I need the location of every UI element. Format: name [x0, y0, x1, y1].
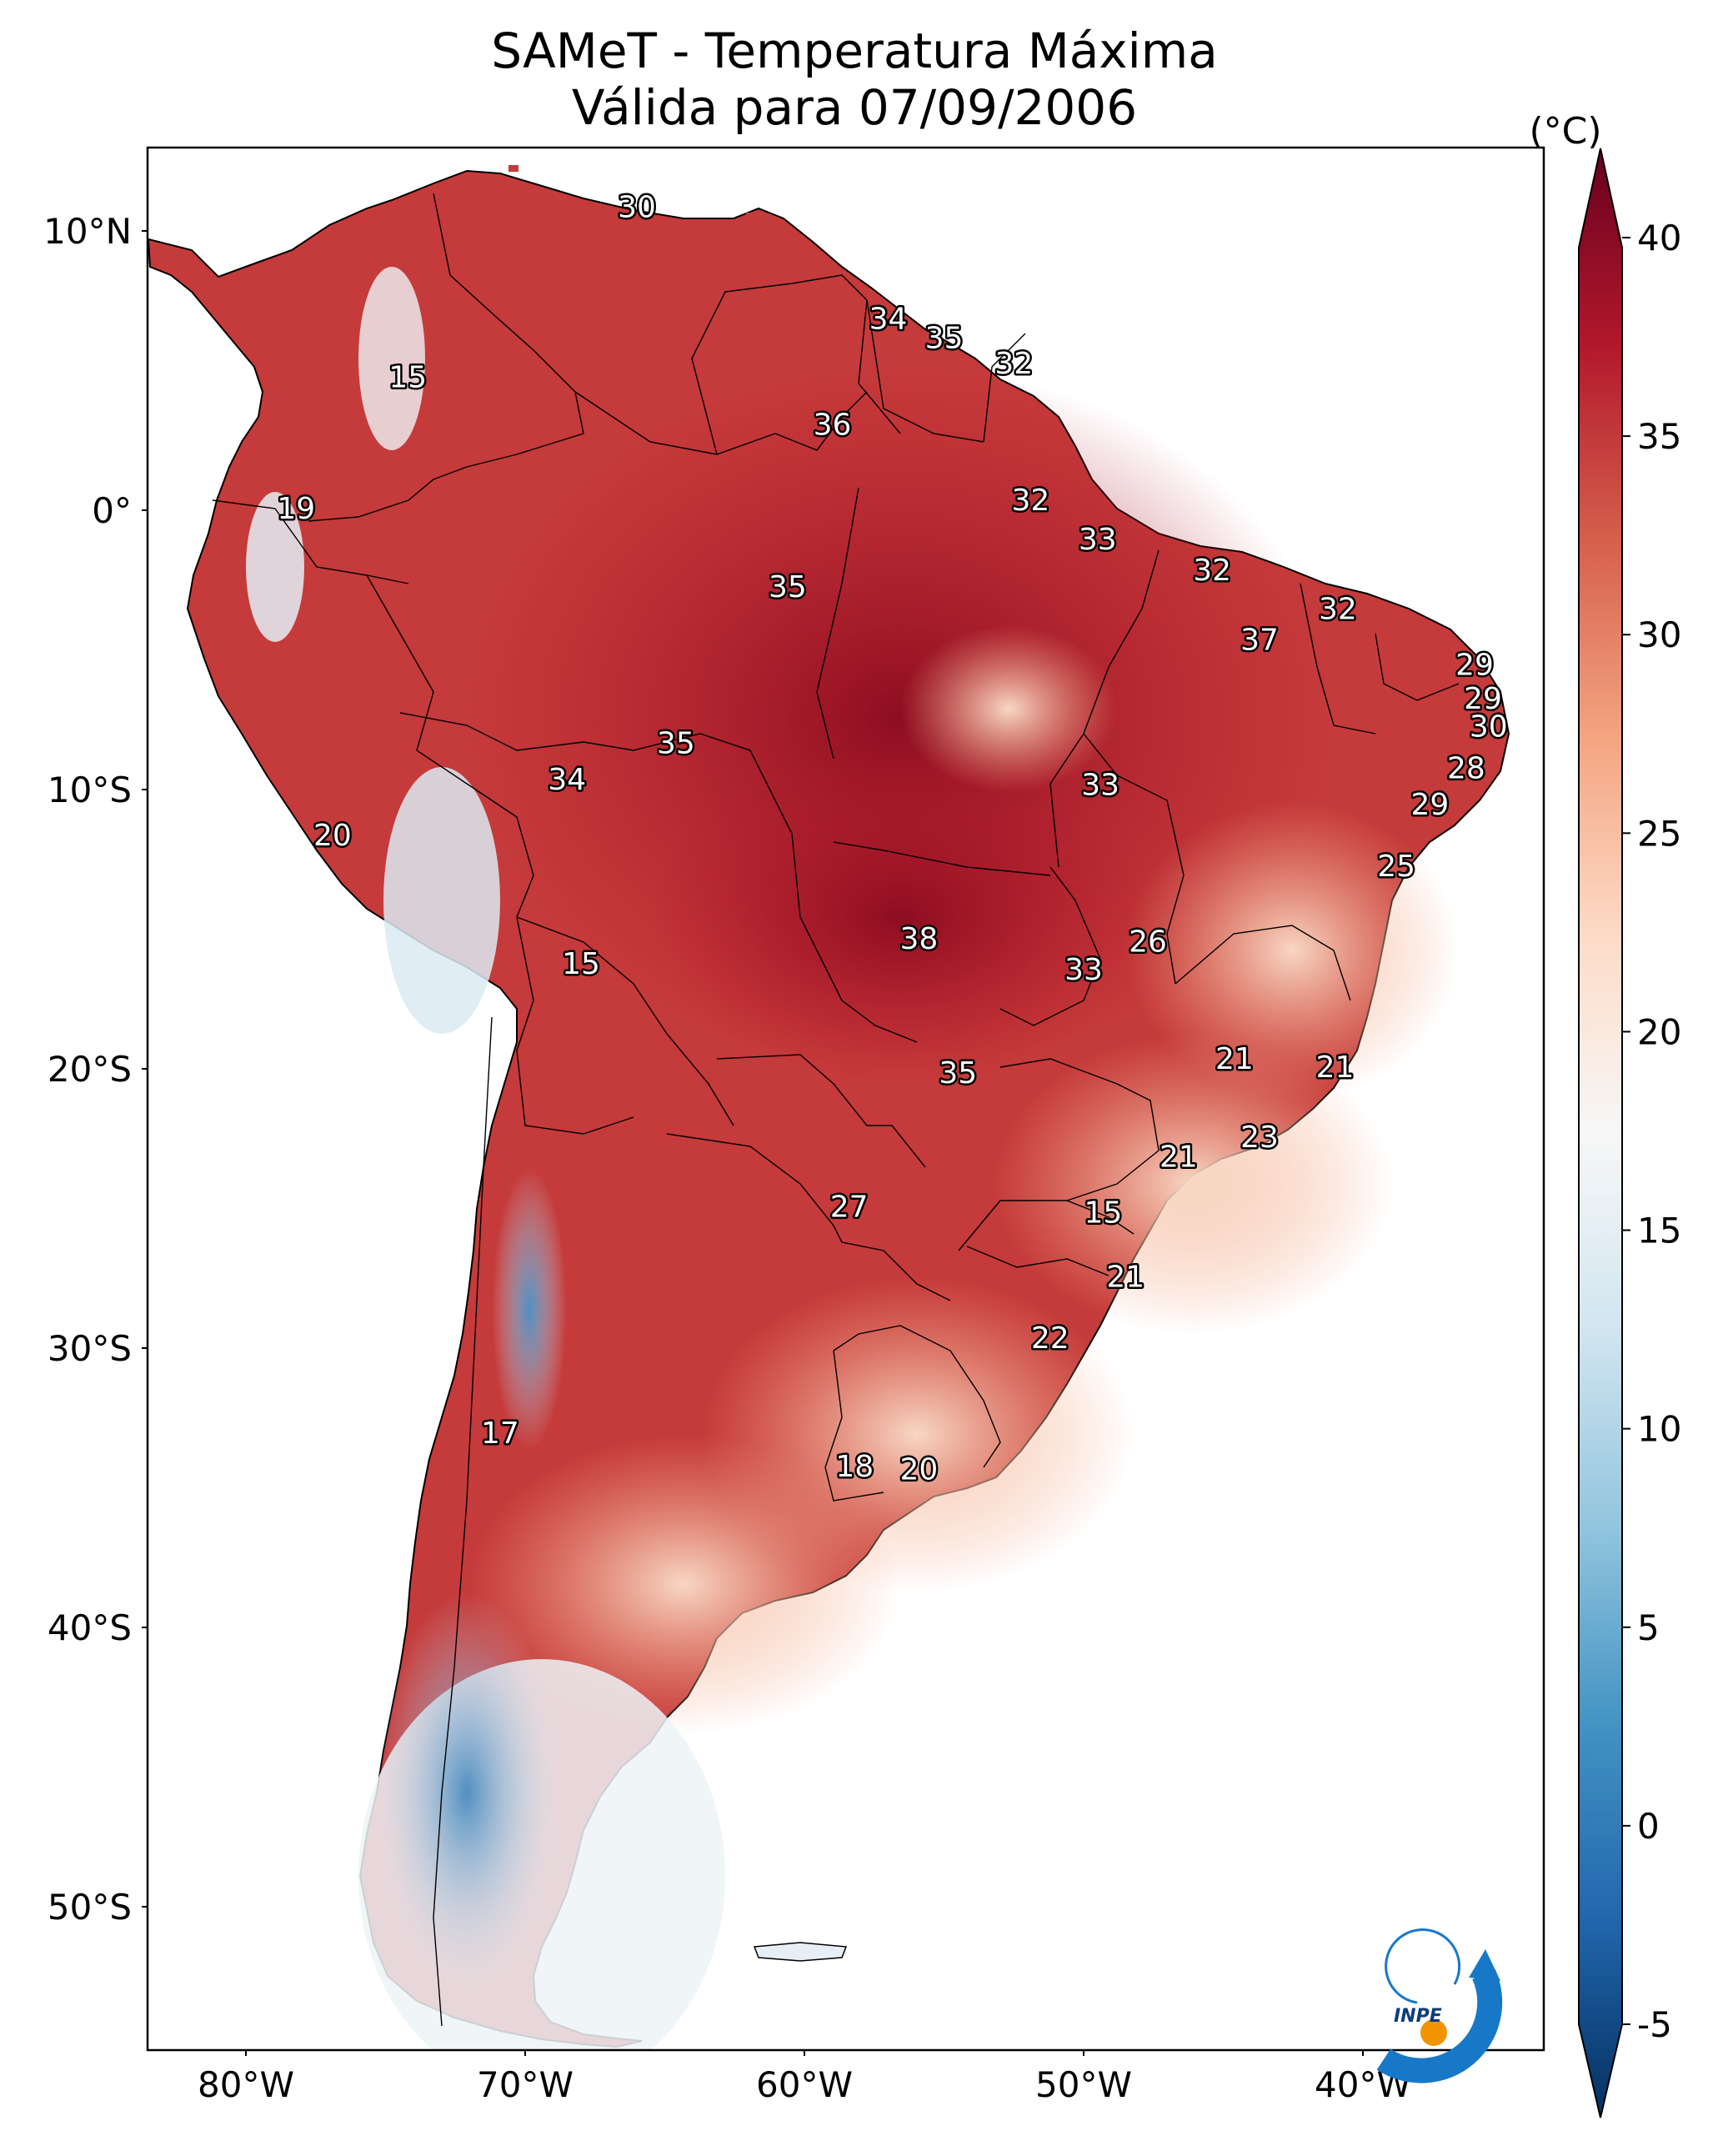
temperature-label: 19 [277, 492, 315, 526]
temperature-label: 32 [1011, 484, 1049, 518]
logo-swoosh [1376, 1968, 1503, 2083]
caribbean-island [508, 165, 518, 172]
logo-text: INPE [1394, 2006, 1442, 2027]
temperature-label: 21 [1215, 1042, 1254, 1076]
temperature-label: 36 [814, 409, 852, 443]
temperature-label: 21 [1106, 1260, 1144, 1294]
temperature-label: 33 [1064, 953, 1103, 987]
temperature-label: 21 [1160, 1140, 1198, 1174]
lat-label: 50°S [48, 1887, 132, 1928]
temperature-label: 22 [1031, 1321, 1069, 1356]
lat-label: 10°N [43, 211, 132, 252]
lat-label: 40°S [48, 1607, 132, 1648]
temperature-label: 35 [657, 726, 695, 760]
temperature-label: 27 [830, 1191, 869, 1225]
temperature-label: 35 [925, 322, 964, 356]
lon-label: 60°W [756, 2064, 853, 2105]
temperature-label: 33 [1079, 523, 1117, 557]
temperature-label: 29 [1464, 682, 1502, 716]
country-borders [212, 193, 1460, 2027]
temperature-label: 32 [1319, 593, 1357, 627]
temperature-label: 17 [481, 1416, 519, 1451]
temperature-label: 33 [1081, 769, 1119, 803]
temperature-label: 21 [1316, 1050, 1355, 1085]
temperature-label: 29 [1410, 788, 1449, 822]
temperature-label: 32 [1193, 554, 1231, 588]
temperature-label: 34 [869, 302, 908, 336]
lat-label: 10°S [48, 770, 132, 810]
warm-patch-pampas [467, 1434, 900, 1734]
temperature-label: 28 [1447, 752, 1485, 786]
map-frame [146, 146, 1545, 2052]
temperature-label: 20 [899, 1452, 938, 1487]
temperature-label: 35 [769, 570, 807, 604]
cool-peru-andes [383, 767, 500, 1034]
temperature-label: 37 [1240, 624, 1279, 658]
trinidad-island [746, 213, 764, 224]
longitude-axis: 80°W 70°W 60°W 50°W 40°W [198, 2050, 1411, 2105]
logo-arrow [1469, 1949, 1500, 1981]
colorbar-ticks: 40 35 30 25 20 15 10 5 0 -5 [1622, 218, 1681, 2045]
temperature-label: 15 [388, 361, 427, 395]
cold-central-andes [492, 1167, 567, 1451]
colorbar-tick-label: 10 [1637, 1409, 1681, 1450]
colorbar-tick-label: 30 [1637, 614, 1681, 655]
temperature-label: 26 [1129, 925, 1167, 959]
temperature-label: 29 [1455, 649, 1494, 683]
colorbar-tick-label: 5 [1637, 1607, 1660, 1648]
cool-colombia-andes [358, 267, 425, 450]
colorbar-tick-label: 0 [1637, 1806, 1660, 1847]
colorbar-tick-label: 40 [1637, 218, 1681, 258]
map-title: SAMeT - Temperatura Máxima [491, 23, 1218, 79]
colorbar: (°C) 40 35 30 25 20 15 10 5 0 -5 [1529, 110, 1681, 2118]
map-subtitle: Válida para 07/09/2006 [571, 79, 1138, 136]
colorbar-tick-label: 20 [1637, 1011, 1681, 1052]
temperature-label: 15 [1084, 1196, 1123, 1230]
warm-patch-southeast [992, 1034, 1392, 1334]
colorbar-tick-label: -5 [1637, 2004, 1672, 2045]
temperature-label: 20 [313, 819, 352, 853]
colorbar-bar [1578, 148, 1623, 2118]
lat-label: 0° [92, 490, 132, 531]
temperature-label: 25 [1377, 850, 1415, 884]
lat-label: 20°S [48, 1049, 132, 1090]
temperature-label: 32 [994, 347, 1033, 381]
colorbar-tick-label: 35 [1637, 416, 1681, 457]
latitude-axis: 10°N 0° 10°S 20°S 30°S 40°S 50°S [43, 211, 148, 1928]
temperature-label: 30 [1470, 709, 1508, 744]
lat-label: 30°S [48, 1328, 132, 1369]
temperature-label: 35 [939, 1056, 977, 1091]
lon-label: 50°W [1035, 2064, 1132, 2105]
colorbar-tick-label: 25 [1637, 813, 1681, 854]
colorbar-unit: (°C) [1529, 110, 1601, 153]
temperature-label: 30 [618, 190, 656, 224]
temperature-label: 18 [835, 1450, 874, 1484]
logo-orbit [1385, 1928, 1461, 2004]
inpe-logo: INPE [1376, 1928, 1503, 2083]
hot-core-mato-grosso [650, 750, 1150, 1084]
temperature-label: 34 [548, 763, 586, 797]
falkland-islands [753, 1942, 848, 1962]
lon-label: 80°W [198, 2064, 294, 2105]
warm-patch-para [900, 625, 1117, 792]
cold-southern-andes [375, 1592, 558, 1993]
temperature-label: 15 [562, 947, 600, 981]
temperature-label: 23 [1240, 1121, 1279, 1155]
logo-sun [1420, 2019, 1447, 2046]
temperature-label: 38 [899, 922, 938, 956]
colorbar-tick-label: 15 [1637, 1211, 1681, 1251]
lon-label: 70°W [477, 2064, 573, 2105]
warm-patch-bahia [1125, 800, 1459, 1101]
